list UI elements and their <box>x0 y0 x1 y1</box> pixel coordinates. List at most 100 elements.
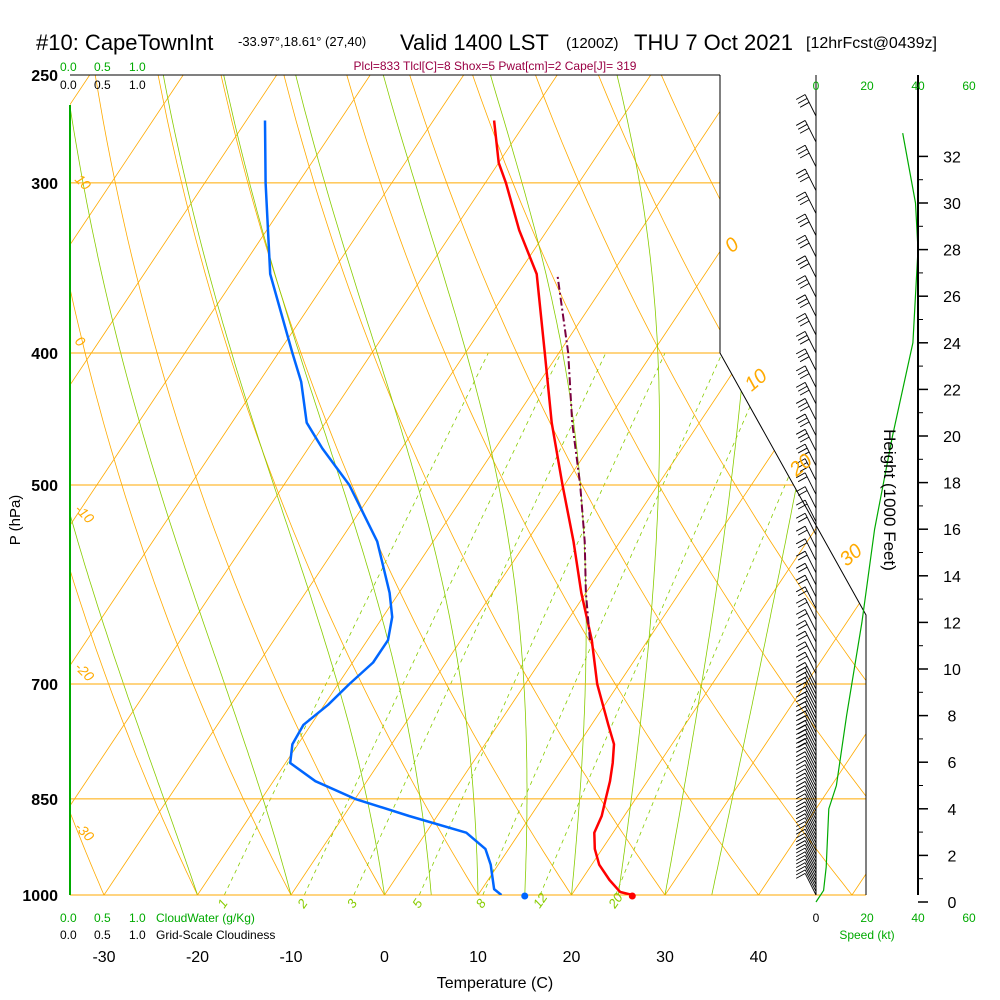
dry-adiabat-label: -30 <box>72 819 98 845</box>
pressure-tick-label: 700 <box>31 677 58 694</box>
wind-barb-staff <box>804 832 817 855</box>
wind-barb-staff <box>804 821 817 844</box>
forecast-date: THU 7 Oct 2021 <box>634 30 793 55</box>
wind-barb-flag <box>797 401 808 408</box>
pressure-tick-label: 850 <box>31 792 58 809</box>
wind-barb-flag <box>797 741 808 748</box>
wind-barb-staff <box>804 813 817 836</box>
wind-barb-flag <box>797 728 808 735</box>
wind-barb-flag <box>795 824 806 831</box>
wind-barb-staff <box>804 235 817 258</box>
wind-barb-flag <box>795 813 806 820</box>
moist-adiabat-line <box>616 75 660 895</box>
wind-barb-flag <box>795 797 806 804</box>
height-tick-label: 6 <box>948 755 957 772</box>
wind-barb-flag <box>795 781 806 787</box>
isotherm-label: 10 <box>741 365 772 396</box>
dry-adiabat-line <box>94 75 385 895</box>
wind-barb-flag <box>795 742 806 749</box>
wind-barb-flag <box>795 550 806 557</box>
wind-barb-flag <box>799 436 810 443</box>
wind-barb-flag <box>795 828 806 835</box>
wind-barb-staff <box>804 751 817 774</box>
wind-barb-flag <box>797 462 808 468</box>
wind-barb-staff <box>804 331 817 354</box>
wind-barb-flag <box>799 152 810 159</box>
wind-barb-flag <box>799 176 810 183</box>
wind-barb-flag <box>795 609 806 615</box>
temperature-tick-label: 40 <box>750 949 768 966</box>
height-tick-label: 20 <box>943 429 961 446</box>
wind-barb-flag <box>795 120 806 126</box>
height-axis-label: Height (1000 Feet) <box>880 429 899 571</box>
wind-barb-flag <box>795 443 806 450</box>
wind-barb-staff <box>804 294 817 317</box>
wind-barb-staff <box>804 398 817 421</box>
wind-barb-flag <box>797 542 808 549</box>
speed-tick: 60 <box>962 79 976 93</box>
wind-barb-flag <box>795 776 806 783</box>
height-tick-label: 14 <box>943 569 961 586</box>
wind-barb-staff <box>804 691 817 714</box>
wind-barb-flag <box>799 302 810 308</box>
wind-barb-staff <box>804 313 817 336</box>
wind-barb-staff <box>804 94 817 117</box>
wind-barb-flag <box>795 365 806 372</box>
pressure-tick-labels: 250 300 400 500 700 850 1000 <box>22 68 58 905</box>
pressure-tick-label: 1000 <box>22 888 58 905</box>
cloud-tick: 0.5 <box>94 928 111 942</box>
wind-barb-flag <box>795 854 806 861</box>
zulu-time: (1200Z) <box>566 35 619 52</box>
wind-barb-flag <box>795 865 806 872</box>
cloud-ticks-bottom-green: 0.0 0.5 1.0 CloudWater (g/Kg) <box>60 911 255 925</box>
temperature-tick-label: 20 <box>563 949 581 966</box>
wind-barb-staff <box>804 687 817 710</box>
temperature-tick-label: -20 <box>186 949 209 966</box>
dry-adiabat-label: 10 <box>72 171 94 193</box>
mixing-ratio-label: 8 <box>473 896 490 911</box>
wind-barb-flag <box>797 195 808 202</box>
wind-barb-flag <box>795 458 806 465</box>
wind-barb-flag <box>797 432 808 439</box>
wind-barb-flag <box>795 213 806 220</box>
wind-barb-flag <box>797 447 808 454</box>
dry-adiabat-line <box>283 75 666 895</box>
dry-adiabat-line <box>220 75 572 895</box>
wind-barb-staff <box>804 764 817 787</box>
height-tick-label: 12 <box>943 615 961 632</box>
wind-barb-staff <box>804 755 817 778</box>
wind-barb-flag <box>795 94 806 100</box>
wind-barb-flag <box>795 858 806 865</box>
wind-barb-flag <box>795 817 806 824</box>
plot-frame <box>719 75 867 895</box>
wind-barb-flag <box>797 148 808 155</box>
wind-barb-flag <box>795 768 806 775</box>
wind-barb-staff <box>804 855 817 878</box>
wind-barb-flag <box>795 499 806 506</box>
wind-barb-staff <box>804 168 817 191</box>
isotherm-line <box>851 75 866 895</box>
mixing-ratio-label: 2 <box>294 896 311 912</box>
wind-barb-staff <box>804 840 817 863</box>
pressure-tick-label: 400 <box>31 346 58 363</box>
cloud-ticks-top-green: 0.0 0.5 1.0 <box>60 60 146 74</box>
wind-barb-flag <box>797 529 808 536</box>
wind-barb-staff <box>804 817 817 840</box>
wind-barb-staff <box>804 641 817 664</box>
wind-barb-flag <box>797 369 808 376</box>
wind-barb-flag <box>797 670 808 677</box>
height-tick-label: 8 <box>948 709 957 726</box>
wind-barb-flag <box>797 695 808 702</box>
wind-barb-flag <box>795 764 806 771</box>
wind-barb-staff <box>804 873 817 896</box>
wind-barb-flag <box>797 352 808 359</box>
dry-adiabat-line <box>849 75 866 895</box>
wind-barb-staff <box>804 682 817 705</box>
wind-barb-staff <box>804 851 817 874</box>
wind-barb-flag <box>795 191 806 198</box>
wind-barb-flag <box>795 294 806 301</box>
wind-barb-flag <box>797 259 808 266</box>
wind-barb-staff <box>804 724 817 747</box>
wind-barb-flag <box>797 503 808 510</box>
